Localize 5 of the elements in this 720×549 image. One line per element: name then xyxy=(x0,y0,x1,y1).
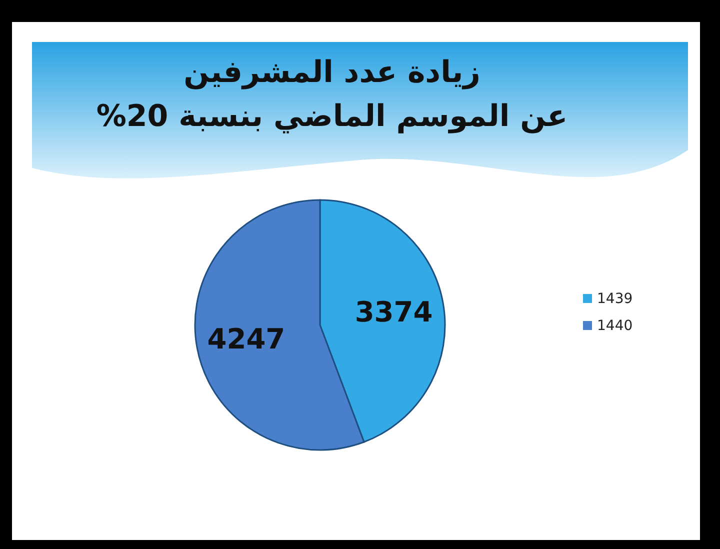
legend-label: 1440 xyxy=(597,318,633,334)
data-label: 4247 xyxy=(207,322,286,356)
chart-title: زيادة عدد المشرفين عن الموسم الماضي بنسبة 20% xyxy=(96,55,568,134)
data-label: 3374 xyxy=(354,296,433,329)
legend-label: 1439 xyxy=(597,291,633,307)
